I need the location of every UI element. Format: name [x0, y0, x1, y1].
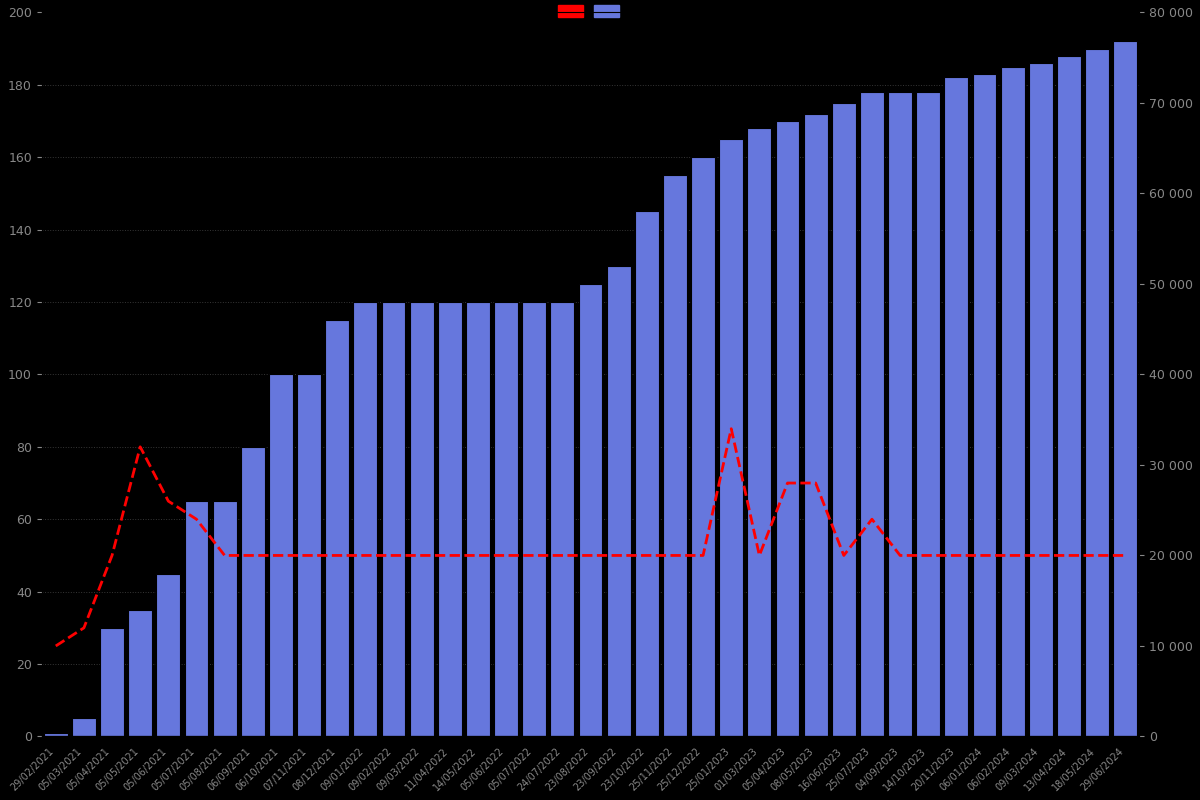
- Bar: [719, 139, 743, 737]
- Bar: [325, 320, 349, 737]
- Bar: [691, 157, 715, 737]
- Bar: [409, 302, 433, 737]
- Bar: [1114, 42, 1138, 737]
- Bar: [269, 374, 293, 737]
- Bar: [1085, 49, 1109, 737]
- Bar: [438, 302, 462, 737]
- Bar: [100, 628, 124, 737]
- Bar: [212, 501, 236, 737]
- Bar: [1001, 66, 1025, 737]
- Bar: [522, 302, 546, 737]
- Bar: [578, 284, 602, 737]
- Bar: [917, 92, 941, 737]
- Bar: [72, 718, 96, 737]
- Bar: [804, 114, 828, 737]
- Legend: , : ,: [558, 5, 623, 18]
- Bar: [353, 302, 377, 737]
- Bar: [128, 610, 152, 737]
- Bar: [466, 302, 490, 737]
- Bar: [775, 121, 799, 737]
- Bar: [888, 92, 912, 737]
- Bar: [551, 302, 575, 737]
- Bar: [748, 128, 772, 737]
- Bar: [241, 447, 265, 737]
- Bar: [494, 302, 518, 737]
- Bar: [185, 501, 209, 737]
- Bar: [860, 92, 884, 737]
- Bar: [972, 74, 996, 737]
- Bar: [1028, 63, 1052, 737]
- Bar: [944, 78, 968, 737]
- Bar: [44, 733, 67, 737]
- Bar: [662, 175, 686, 737]
- Bar: [298, 374, 322, 737]
- Bar: [156, 574, 180, 737]
- Bar: [607, 266, 631, 737]
- Bar: [382, 302, 406, 737]
- Bar: [635, 211, 659, 737]
- Bar: [1057, 56, 1081, 737]
- Bar: [832, 103, 856, 737]
